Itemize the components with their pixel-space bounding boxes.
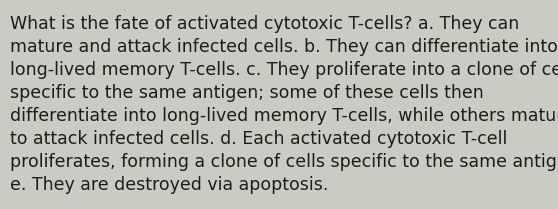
Text: to attack infected cells. d. Each activated cytotoxic T-cell: to attack infected cells. d. Each activa… xyxy=(10,130,507,148)
Text: differentiate into long-lived memory T-cells, while others mature: differentiate into long-lived memory T-c… xyxy=(10,107,558,125)
Text: specific to the same antigen; some of these cells then: specific to the same antigen; some of th… xyxy=(10,84,484,102)
Text: mature and attack infected cells. b. They can differentiate into: mature and attack infected cells. b. The… xyxy=(10,38,558,56)
Text: What is the fate of activated cytotoxic T-cells? a. They can: What is the fate of activated cytotoxic … xyxy=(10,15,519,33)
Text: e. They are destroyed via apoptosis.: e. They are destroyed via apoptosis. xyxy=(10,176,328,194)
Text: proliferates, forming a clone of cells specific to the same antigen.: proliferates, forming a clone of cells s… xyxy=(10,153,558,171)
Text: long-lived memory T-cells. c. They proliferate into a clone of cells: long-lived memory T-cells. c. They proli… xyxy=(10,61,558,79)
